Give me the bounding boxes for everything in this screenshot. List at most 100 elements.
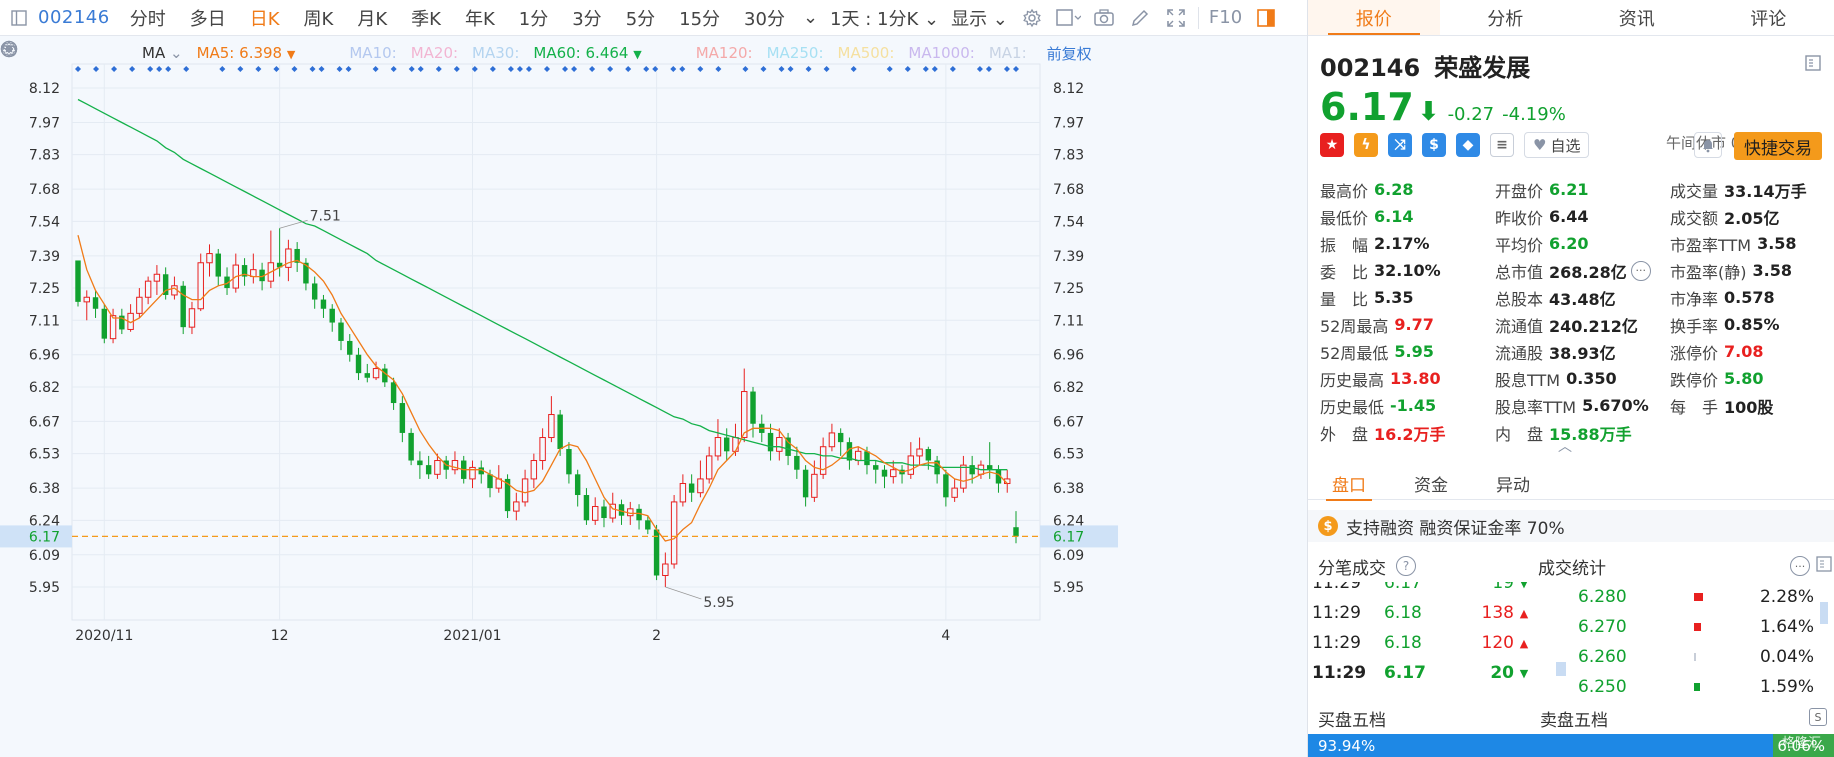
candle-body-down[interactable] [399,403,406,433]
notes-icon[interactable]: ≡ [1490,133,1514,157]
period-tab-11[interactable]: 30分 [744,8,785,30]
panel-tab-2[interactable]: 资讯 [1618,8,1655,30]
collapse-panel-icon[interactable] [1804,54,1822,76]
period-tab-10[interactable]: 15分 [679,8,721,30]
event-marker[interactable] [1003,66,1010,72]
candle-body-down[interactable] [636,508,642,521]
period-tab-9[interactable]: 5分 [625,8,656,30]
candle-body-down[interactable] [767,432,774,452]
panel-tab-0[interactable]: 报价 [1308,0,1440,35]
candle-body-up[interactable] [854,450,862,462]
candle-body-down[interactable] [92,297,99,309]
camera-icon[interactable] [1086,0,1122,36]
candle-body-down[interactable] [618,504,625,516]
candle-body-up[interactable] [670,501,678,565]
event-marker[interactable] [255,66,262,72]
panel-tab-1[interactable]: 分析 [1487,8,1524,30]
candle-body-up[interactable] [960,464,967,489]
candle-body-down[interactable] [303,262,309,284]
candle-body-down[interactable] [750,391,756,424]
ma-settings-icon[interactable] [1,40,108,64]
candle-body-down[interactable] [162,274,169,295]
event-marker[interactable] [778,66,785,72]
candle-body-up[interactable] [705,455,713,480]
candle-body-down[interactable] [601,506,607,519]
undo-icon[interactable] [1,42,1128,64]
candle-body-down[interactable] [320,299,327,309]
panel-toggle-icon[interactable] [1248,0,1284,36]
event-marker[interactable] [489,66,496,72]
collapse-up-icon[interactable]: ︿ [1558,439,1572,455]
add-watchlist-button[interactable]: ♥ 自选 [1524,132,1590,158]
event-marker[interactable] [931,66,938,72]
candle-body-down[interactable] [504,478,511,512]
expand-icon[interactable] [1816,555,1832,577]
candle-body-down[interactable] [566,449,572,475]
candle-body-down[interactable] [1013,527,1019,537]
shuffle-icon[interactable]: ⤨ [1388,133,1412,157]
event-marker[interactable] [291,66,298,72]
event-marker[interactable] [507,66,514,72]
event-marker[interactable] [318,66,325,72]
settings-icon[interactable] [1014,0,1050,36]
candle-body-down[interactable] [215,253,221,277]
event-marker[interactable] [1013,66,1019,72]
event-marker[interactable] [111,66,118,72]
candle-body-down[interactable] [364,373,371,378]
candle-body-down[interactable] [75,260,81,302]
ma-indicator-select[interactable]: MA ⌄ [142,44,183,62]
period-more-dropdown[interactable]: ⌄ [802,7,819,28]
candle-body-down[interactable] [347,340,353,355]
candle-body-up[interactable] [197,262,204,310]
event-marker[interactable] [93,66,100,72]
event-marker[interactable] [417,66,424,72]
candle-body-down[interactable] [355,354,362,374]
book-settings-icon[interactable]: S [1809,708,1827,726]
stats-list[interactable]: 6.280 2.28% 6.270 1.64% 6.260 0.04% 6.250 1.59% [1578,582,1818,694]
event-marker[interactable] [742,66,749,72]
zoom-in-icon[interactable] [0,40,1184,64]
event-marker[interactable] [435,66,442,72]
candle-body-down[interactable] [390,382,397,404]
candle-body-up[interactable] [609,503,616,519]
event-marker[interactable] [345,66,352,72]
event-marker[interactable] [390,66,397,72]
candle-body-up[interactable] [451,460,459,471]
event-marker[interactable] [625,66,632,72]
candle-body-up[interactable] [136,296,143,314]
help-icon[interactable]: ? [1396,556,1416,576]
panel-tab-3[interactable]: 评论 [1750,8,1787,30]
more-info-icon[interactable]: ··· [1630,260,1651,281]
candle-body-down[interactable] [785,437,791,456]
candle-body-up[interactable] [741,391,748,439]
event-marker[interactable] [165,66,172,72]
adjust-select[interactable]: 前复权 [1046,44,1092,63]
event-marker[interactable] [922,66,929,72]
candle-body-up[interactable] [819,446,827,475]
stats-scrollbar[interactable] [1820,602,1828,624]
event-marker[interactable] [823,66,830,72]
event-marker[interactable] [75,66,81,72]
event-marker[interactable] [156,66,163,72]
event-marker[interactable] [219,66,226,72]
candle-body-up[interactable] [513,501,520,512]
candle-body-up[interactable] [372,368,380,379]
candle-body-up[interactable] [951,487,958,498]
candle-body-down[interactable] [408,432,414,461]
candle-body-down[interactable] [382,368,388,383]
candle-body-up[interactable] [679,483,687,503]
candle-body-down[interactable] [943,474,949,498]
candle-body-down[interactable] [487,474,493,489]
candle-body-up[interactable] [144,280,152,298]
candle-body-down[interactable] [881,469,888,477]
candle-body-down[interactable] [794,455,800,470]
event-marker[interactable] [372,66,379,72]
candle-body-down[interactable] [846,442,853,461]
candle-body-down[interactable] [101,308,108,339]
candle-body-down[interactable] [723,437,730,452]
candle-body-down[interactable] [478,467,484,475]
event-marker[interactable] [607,66,614,72]
event-marker[interactable] [643,66,650,72]
ma-close-icon[interactable] [0,40,136,64]
candle-body-up[interactable] [188,308,196,328]
